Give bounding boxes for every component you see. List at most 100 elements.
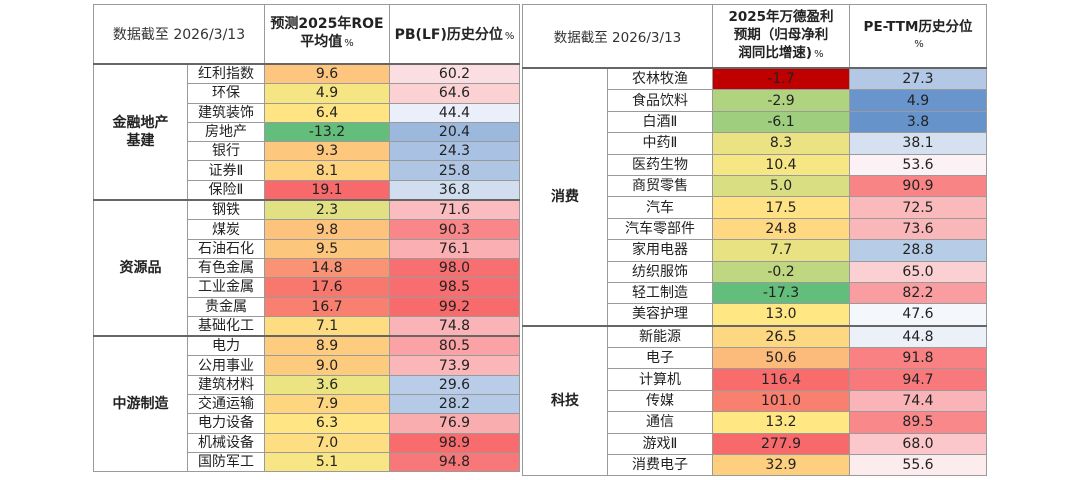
right-metric-a-cell: 10.4 [712,153,850,176]
left-industry-cell: 红利指数 [187,63,265,85]
right-row: 商贸零售 5.0 90.9 [523,174,987,198]
right-row: 食品饮料 -2.9 4.9 [523,89,987,112]
right-percentile-cell: 28.8 [849,239,987,262]
right-percentile-cell: 73.6 [849,217,987,241]
left-row: 交通运输 7.9 28.2 [94,394,520,415]
right-row: 美容护理 13.0 47.6 [523,303,987,327]
left-row: 银行 9.3 24.3 [94,141,520,162]
left-industry-cell: 石油石化 [187,238,265,259]
left-industry-cell: 房地产 [187,121,265,143]
left-percentile-cell: 98.5 [389,277,520,298]
left-col2-header: PB(LF)历史分位% [389,4,520,65]
right-col2-unit: % [914,39,924,50]
left-industry-cell: 钢铁 [187,199,265,221]
left-row: 贵金属 16.7 99.2 [94,296,520,317]
left-metric-a-cell: 14.8 [264,257,390,279]
right-metric-a-cell: 32.9 [712,454,850,477]
right-industry-cell: 汽车零部件 [607,217,713,241]
right-metric-a-cell: 101.0 [712,389,850,413]
right-percentile-cell: 74.4 [849,389,987,413]
left-metric-a-cell: 2.3 [264,199,390,221]
left-metric-a-cell: 9.6 [264,63,390,85]
left-metric-a-cell: 7.9 [264,394,390,415]
right-metric-a-cell: -1.7 [712,67,850,91]
left-metric-a-cell: 9.8 [264,219,390,240]
left-percentile-cell: 25.8 [389,160,520,181]
right-percentile-cell: 91.8 [849,347,987,370]
left-row: 环保 4.9 64.6 [94,83,520,104]
left-metric-a-cell: 19.1 [264,179,390,201]
right-percentile-cell: 68.0 [849,432,987,456]
right-metric-a-cell: 24.8 [712,217,850,241]
right-metric-a-cell: 5.0 [712,174,850,198]
left-metric-a-cell: 8.9 [264,335,390,357]
left-row: 基础化工 7.1 74.8 [94,315,520,337]
left-industry-cell: 公用事业 [187,355,265,376]
right-date-label: 数据截至 2026/3/13 [522,4,713,69]
right-metric-a-cell: 277.9 [712,432,850,456]
right-col1-line3: 润同比增速) [738,45,813,61]
right-percentile-cell: 3.8 [849,110,987,134]
left-row: 证券Ⅱ 8.1 25.8 [94,160,520,181]
right-industry-cell: 美容护理 [607,303,713,327]
left-date-label: 数据截至 2026/3/13 [93,4,265,65]
left-row: 中游制造 电力 8.9 80.5 [93,335,520,473]
left-row: 建筑装饰 6.4 44.4 [94,102,520,123]
left-col1-line1: 预测2025年ROE [270,16,384,32]
left-industry-cell: 建筑装饰 [187,102,265,123]
left-industry-cell: 国防军工 [187,451,265,473]
right-row: 消费 农林牧渔 -1.7 27.3 [522,67,987,327]
right-percentile-cell: 47.6 [849,303,987,327]
left-percentile-cell: 44.4 [389,102,520,123]
left-industry-cell: 银行 [187,141,265,162]
roe-pb-table: 数据截至 2026/3/13 预测2025年ROE 平均值% PB(LF)历史分… [93,4,520,473]
left-percentile-cell: 98.0 [389,257,520,279]
left-percentile-cell: 80.5 [389,335,520,357]
left-percentile-cell: 20.4 [389,121,520,143]
right-metric-a-cell: -6.1 [712,110,850,134]
left-percentile-cell: 94.8 [389,451,520,473]
left-percentile-cell: 24.3 [389,141,520,162]
right-industry-cell: 计算机 [607,368,713,391]
right-industry-cell: 新能源 [607,324,713,349]
right-industry-cell: 轻工制造 [607,281,713,305]
left-metric-a-cell: 7.0 [264,432,390,453]
right-metric-a-cell: -0.2 [712,260,850,283]
right-industry-cell: 食品饮料 [607,89,713,112]
left-percentile-cell: 74.8 [389,315,520,337]
left-percentile-cell: 29.6 [389,374,520,396]
right-metric-a-cell: 7.7 [712,239,850,262]
left-group-label: 金融地产 基建 [93,62,188,201]
right-metric-a-cell: 8.3 [712,132,850,155]
right-row: 白酒Ⅱ -6.1 3.8 [523,110,987,134]
right-row: 游戏Ⅱ 277.9 68.0 [523,432,987,456]
left-group-label: 资源品 [93,199,188,337]
right-row: 传媒 101.0 74.4 [523,389,987,413]
left-percentile-cell: 71.6 [389,199,520,221]
left-percentile-cell: 90.3 [389,219,520,240]
left-row: 机械设备 7.0 98.9 [94,432,520,453]
right-metric-a-cell: 13.0 [712,303,850,327]
right-percentile-cell: 82.2 [849,281,987,305]
right-col1-header: 2025年万德盈利 预期（归母净利 润同比增速)% [712,4,850,69]
right-metric-a-cell: 13.2 [712,411,850,434]
left-metric-a-cell: 5.1 [264,451,390,473]
left-row: 石油石化 9.5 76.1 [94,238,520,259]
left-col1-line2: 平均值 [300,34,343,50]
left-industry-cell: 煤炭 [187,219,265,240]
right-row: 科技 新能源 26.5 44.8 [522,324,987,477]
right-percentile-cell: 94.7 [849,368,987,391]
growth-pe-table: 数据截至 2026/3/13 2025年万德盈利 预期（归母净利 润同比增速)%… [522,4,987,477]
right-row: 通信 13.2 89.5 [523,411,987,434]
right-percentile-cell: 55.6 [849,454,987,477]
right-industry-cell: 白酒Ⅱ [607,110,713,134]
right-industry-cell: 电子 [607,347,713,370]
left-metric-a-cell: 9.0 [264,355,390,376]
right-industry-cell: 商贸零售 [607,174,713,198]
right-row: 家用电器 7.7 28.8 [523,239,987,262]
right-row: 汽车零部件 24.8 73.6 [523,217,987,241]
right-industry-cell: 消费电子 [607,454,713,477]
left-industry-cell: 环保 [187,83,265,104]
right-col1-line1: 2025年万德盈利 [728,9,834,25]
left-row: 公用事业 9.0 73.9 [94,355,520,376]
